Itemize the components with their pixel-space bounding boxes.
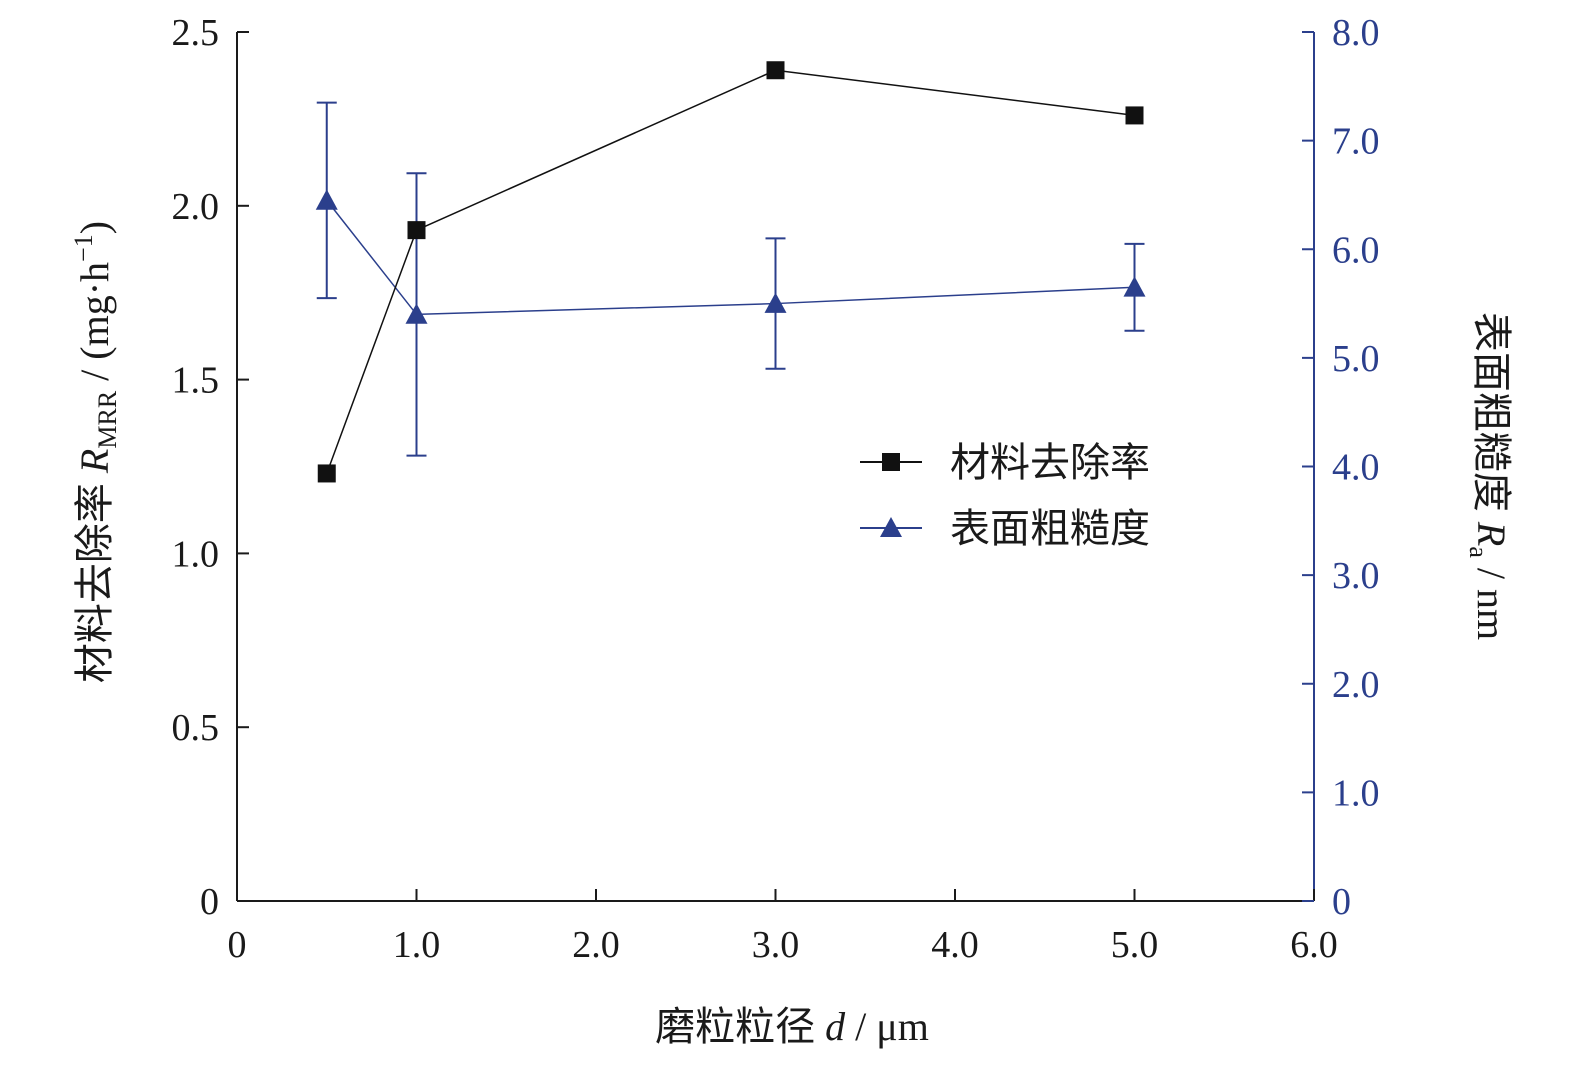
y-right-tick-label: 1.0	[1332, 772, 1380, 814]
y-left-tick-label: 1.5	[172, 360, 220, 402]
x-tick-label: 4.0	[931, 924, 979, 966]
y-right-tick-label: 3.0	[1332, 555, 1380, 597]
y-right-tick-label: 0	[1332, 881, 1351, 923]
legend-label-mrr: 材料去除率	[950, 440, 1150, 485]
y-left-tick-label: 0	[200, 881, 219, 923]
y-left-tick-label: 1.0	[172, 533, 220, 575]
y-right-tick-label: 8.0	[1332, 12, 1380, 54]
series-line-roughness	[326, 199, 1135, 316]
y-left-axis-title: 材料去除率 RMRR / (mg·h−1)	[69, 221, 122, 683]
y-left-tick-label: 0.5	[172, 707, 220, 749]
point-mrr	[407, 221, 426, 240]
point-roughness	[764, 292, 787, 313]
legend-item-mrr: 材料去除率	[860, 440, 1150, 485]
legend-label-roughness: 表面粗糙度	[950, 506, 1150, 551]
point-roughness	[405, 303, 428, 324]
y-right-axis-title: 表面粗糙度 Ra / nm	[1464, 312, 1514, 640]
y-right-tick-label: 2.0	[1332, 664, 1380, 706]
x-tick-label: 1.0	[393, 924, 441, 966]
y-left-tick-label: 2.5	[172, 12, 220, 54]
x-tick-label: 6.0	[1290, 924, 1338, 966]
legend: 材料去除率 表面粗糙度	[860, 440, 1150, 551]
x-tick-label: 0	[228, 924, 247, 966]
series-layer	[315, 61, 1146, 483]
y-right-tick-label: 5.0	[1332, 338, 1380, 380]
x-tick-label: 5.0	[1111, 924, 1159, 966]
x-tick-label: 2.0	[572, 924, 620, 966]
point-roughness	[1123, 276, 1146, 297]
point-mrr	[766, 61, 785, 80]
point-mrr	[1125, 106, 1144, 125]
y-right-tick-label: 6.0	[1332, 229, 1380, 271]
legend-marker-triangle	[880, 517, 902, 537]
series-line-mrr	[326, 69, 1135, 474]
point-mrr	[317, 464, 336, 483]
ticks: 0 1.0 2.0 3.0 4.0 5.0 6.000.51.01.52.02.501.02…	[172, 12, 1380, 966]
point-roughness	[315, 189, 338, 210]
axes	[236, 32, 1315, 902]
x-axis-title: 磨粒粒径 d / μm	[655, 1004, 929, 1049]
x-tick-label: 3.0	[752, 924, 800, 966]
legend-marker-square	[882, 453, 900, 471]
y-left-tick-label: 2.0	[172, 186, 220, 228]
y-right-tick-label: 4.0	[1332, 447, 1380, 489]
y-right-tick-label: 7.0	[1332, 121, 1380, 163]
legend-item-roughness: 表面粗糙度	[860, 506, 1150, 551]
